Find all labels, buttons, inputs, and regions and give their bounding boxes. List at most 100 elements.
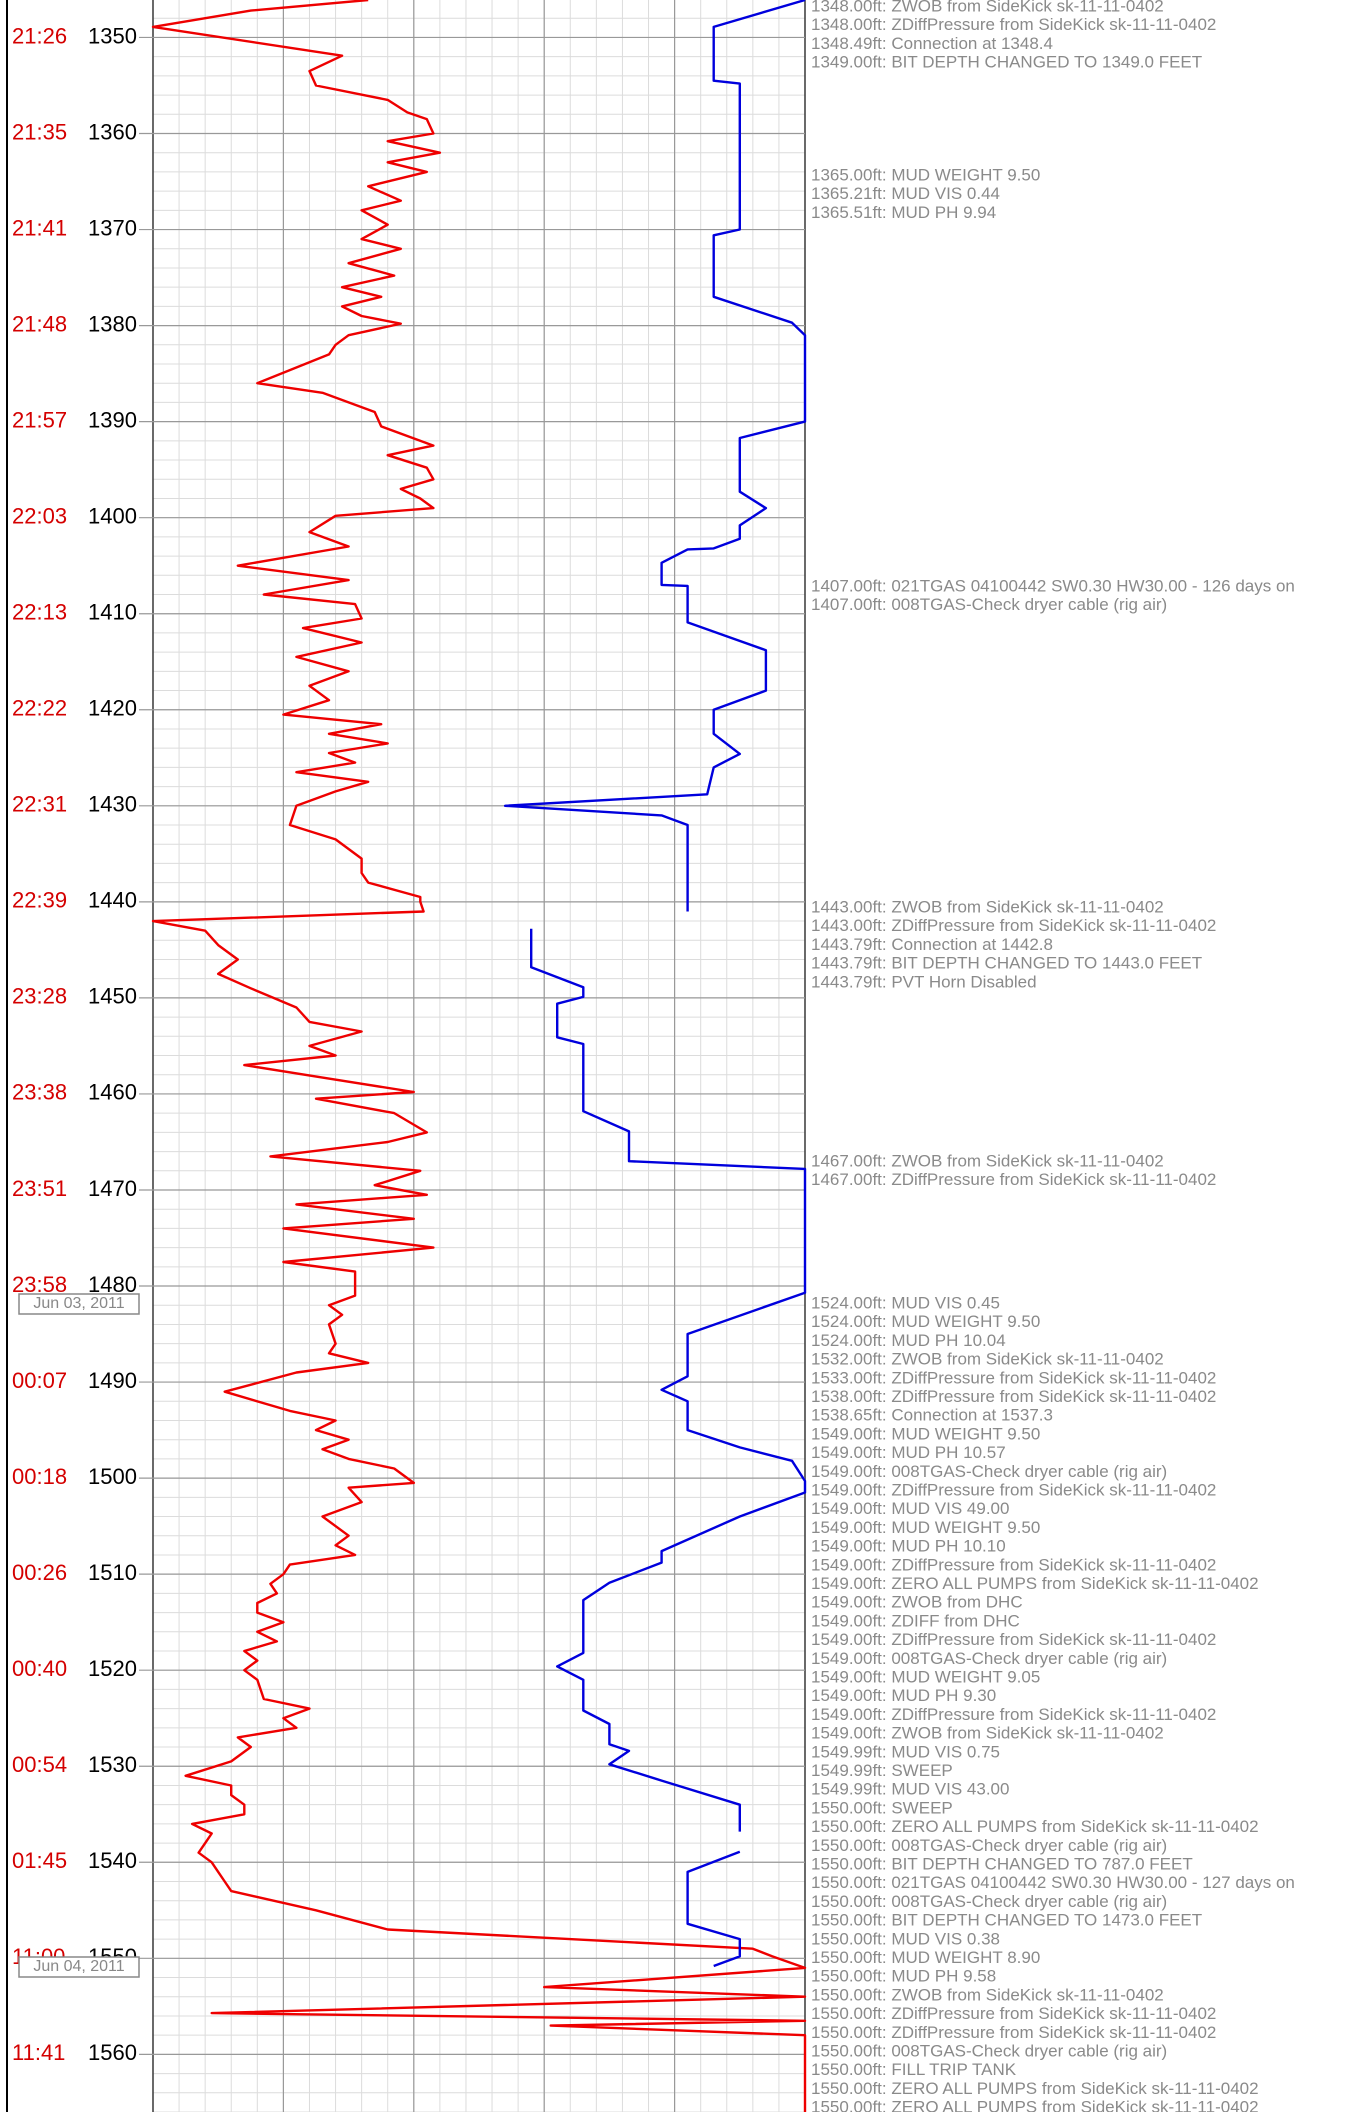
- annotation: 1550.00ft: ZERO ALL PUMPS from SideKick …: [811, 2098, 1259, 2112]
- time-label: 23:38: [12, 1080, 67, 1105]
- depth-label: 1460: [88, 1080, 137, 1105]
- annotation: 1549.00ft: 008TGAS-Check dryer cable (ri…: [811, 1462, 1167, 1481]
- depth-label: 1490: [88, 1368, 137, 1393]
- annotation: 1549.00ft: MUD VIS 49.00: [811, 1499, 1009, 1518]
- annotation: 1550.00ft: MUD WEIGHT 8.90: [811, 1948, 1040, 1967]
- time-label: 21:57: [12, 407, 67, 432]
- annotation: 1550.00ft: SWEEP: [811, 1798, 953, 1817]
- time-label: 11:41: [12, 2040, 65, 2065]
- annotation: 1532.00ft: ZWOB from SideKick sk-11-11-0…: [811, 1350, 1164, 1369]
- annotation: 1524.00ft: MUD PH 10.04: [811, 1331, 1006, 1350]
- depth-label: 1370: [88, 215, 137, 240]
- time-label: 00:54: [12, 1752, 67, 1777]
- annotation: 1550.00ft: BIT DEPTH CHANGED TO 1473.0 F…: [811, 1911, 1202, 1930]
- date-box: [18, 1293, 140, 1315]
- depth-label: 1430: [88, 792, 137, 817]
- annotation: 1348.00ft: ZWOB from SideKick sk-11-11-0…: [811, 0, 1164, 15]
- annotation: 1467.00ft: ZWOB from SideKick sk-11-11-0…: [811, 1151, 1164, 1170]
- annotation: 1549.99ft: MUD VIS 0.75: [811, 1742, 1000, 1761]
- time-label: 00:07: [12, 1368, 67, 1393]
- annotation: 1550.00ft: 008TGAS-Check dryer cable (ri…: [811, 1892, 1167, 1911]
- time-label: 00:40: [12, 1656, 67, 1681]
- annotation: 1549.00ft: ZWOB from SideKick sk-11-11-0…: [811, 1724, 1164, 1743]
- annotation: 1443.79ft: PVT Horn Disabled: [811, 972, 1037, 991]
- annotation: 1549.00ft: MUD PH 10.57: [811, 1443, 1006, 1462]
- depth-label: 1410: [88, 600, 137, 625]
- annotation: 1538.00ft: ZDiffPressure from SideKick s…: [811, 1387, 1216, 1406]
- annotation: 1549.00ft: MUD PH 10.10: [811, 1537, 1006, 1556]
- annotation: 1549.00ft: MUD WEIGHT 9.50: [811, 1424, 1040, 1443]
- annotation: 1348.00ft: ZDiffPressure from SideKick s…: [811, 15, 1216, 34]
- time-label: 22:31: [12, 792, 67, 817]
- depth-label: 1380: [88, 311, 137, 336]
- annotation: 1549.99ft: MUD VIS 43.00: [811, 1780, 1009, 1799]
- annotation: 1549.00ft: ZWOB from DHC: [811, 1593, 1023, 1612]
- depth-label: 1440: [88, 888, 137, 913]
- annotation: 1549.00ft: ZDiffPressure from SideKick s…: [811, 1630, 1216, 1649]
- annotation: 1550.00ft: ZERO ALL PUMPS from SideKick …: [811, 1817, 1259, 1836]
- annotation: 1550.00ft: ZDiffPressure from SideKick s…: [811, 2023, 1216, 2042]
- annotation: 1467.00ft: ZDiffPressure from SideKick s…: [811, 1170, 1216, 1189]
- annotation: 1550.00ft: ZWOB from SideKick sk-11-11-0…: [811, 1985, 1164, 2004]
- depth-label: 1400: [88, 503, 137, 528]
- annotation: 1549.00ft: ZERO ALL PUMPS from SideKick …: [811, 1574, 1259, 1593]
- time-label: 22:22: [12, 696, 67, 721]
- annotation: 1348.49ft: Connection at 1348.4: [811, 34, 1053, 53]
- annotation: 1550.00ft: BIT DEPTH CHANGED TO 787.0 FE…: [811, 1854, 1193, 1873]
- annotation: 1550.00ft: ZERO ALL PUMPS from SideKick …: [811, 2079, 1259, 2098]
- date-box: [18, 1956, 140, 1978]
- annotation: 1407.00ft: 008TGAS-Check dryer cable (ri…: [811, 595, 1167, 614]
- annotation: 1549.00ft: ZDiffPressure from SideKick s…: [811, 1480, 1216, 1499]
- depth-label: 1530: [88, 1752, 137, 1777]
- annotation: 1407.00ft: 021TGAS 04100442 SW0.30 HW30.…: [811, 576, 1295, 595]
- time-label: 22:39: [12, 888, 67, 913]
- annotation: 1550.00ft: 008TGAS-Check dryer cable (ri…: [811, 1836, 1167, 1855]
- annotation: 1549.00ft: MUD WEIGHT 9.50: [811, 1518, 1040, 1537]
- annotation: 1550.00ft: 021TGAS 04100442 SW0.30 HW30.…: [811, 1873, 1295, 1892]
- date-label: Jun 03, 2011: [33, 1295, 124, 1312]
- time-label: 22:03: [12, 503, 67, 528]
- annotation: 1538.65ft: Connection at 1537.3: [811, 1406, 1053, 1425]
- annotation: 1365.21ft: MUD VIS 0.44: [811, 184, 1000, 203]
- depth-label: 1360: [88, 119, 137, 144]
- time-label: 00:26: [12, 1560, 67, 1585]
- annotation: 1549.00ft: ZDiffPressure from SideKick s…: [811, 1705, 1216, 1724]
- annotation: 1549.99ft: SWEEP: [811, 1761, 953, 1780]
- depth-label: 1510: [88, 1560, 137, 1585]
- annotation: 1533.00ft: ZDiffPressure from SideKick s…: [811, 1368, 1216, 1387]
- annotation: 1549.00ft: MUD WEIGHT 9.05: [811, 1667, 1040, 1686]
- depth-label: 1470: [88, 1176, 137, 1201]
- annotation: 1443.00ft: ZDiffPressure from SideKick s…: [811, 916, 1216, 935]
- annotation: 1524.00ft: MUD VIS 0.45: [811, 1293, 1000, 1312]
- annotation: 1443.79ft: BIT DEPTH CHANGED TO 1443.0 F…: [811, 954, 1202, 973]
- annotation: 1549.00ft: ZDiffPressure from SideKick s…: [811, 1555, 1216, 1574]
- annotation: 1549.00ft: ZDIFF from DHC: [811, 1611, 1020, 1630]
- time-label: 21:48: [12, 311, 67, 336]
- annotation: 1549.00ft: 008TGAS-Check dryer cable (ri…: [811, 1649, 1167, 1668]
- annotation: 1365.51ft: MUD PH 9.94: [811, 203, 996, 222]
- time-label: 00:18: [12, 1464, 67, 1489]
- depth-label: 1480: [88, 1272, 137, 1297]
- data-line: [503, 0, 807, 1968]
- time-label: 21:41: [12, 215, 67, 240]
- time-label: 23:51: [12, 1176, 67, 1201]
- time-label: 21:26: [12, 23, 67, 48]
- depth-label: 1350: [88, 23, 137, 48]
- time-label: 23:58: [12, 1272, 67, 1297]
- depth-label: 1500: [88, 1464, 137, 1489]
- time-label: 23:28: [12, 984, 67, 1009]
- depth-label: 1520: [88, 1656, 137, 1681]
- annotation: 1349.00ft: BIT DEPTH CHANGED TO 1349.0 F…: [811, 53, 1202, 72]
- depth-label: 1450: [88, 984, 137, 1009]
- annotation: 1524.00ft: MUD WEIGHT 9.50: [811, 1312, 1040, 1331]
- annotation: 1550.00ft: FILL TRIP TANK: [811, 2060, 1017, 2079]
- depth-label: 1540: [88, 1848, 137, 1873]
- data-line: [151, 0, 807, 2112]
- annotation: 1443.79ft: Connection at 1442.8: [811, 935, 1053, 954]
- annotation: 1550.00ft: MUD PH 9.58: [811, 1967, 996, 1986]
- annotation: 1550.00ft: ZDiffPressure from SideKick s…: [811, 2004, 1216, 2023]
- depth-label: 1560: [88, 2040, 137, 2065]
- annotation: 1550.00ft: 008TGAS-Check dryer cable (ri…: [811, 2041, 1167, 2060]
